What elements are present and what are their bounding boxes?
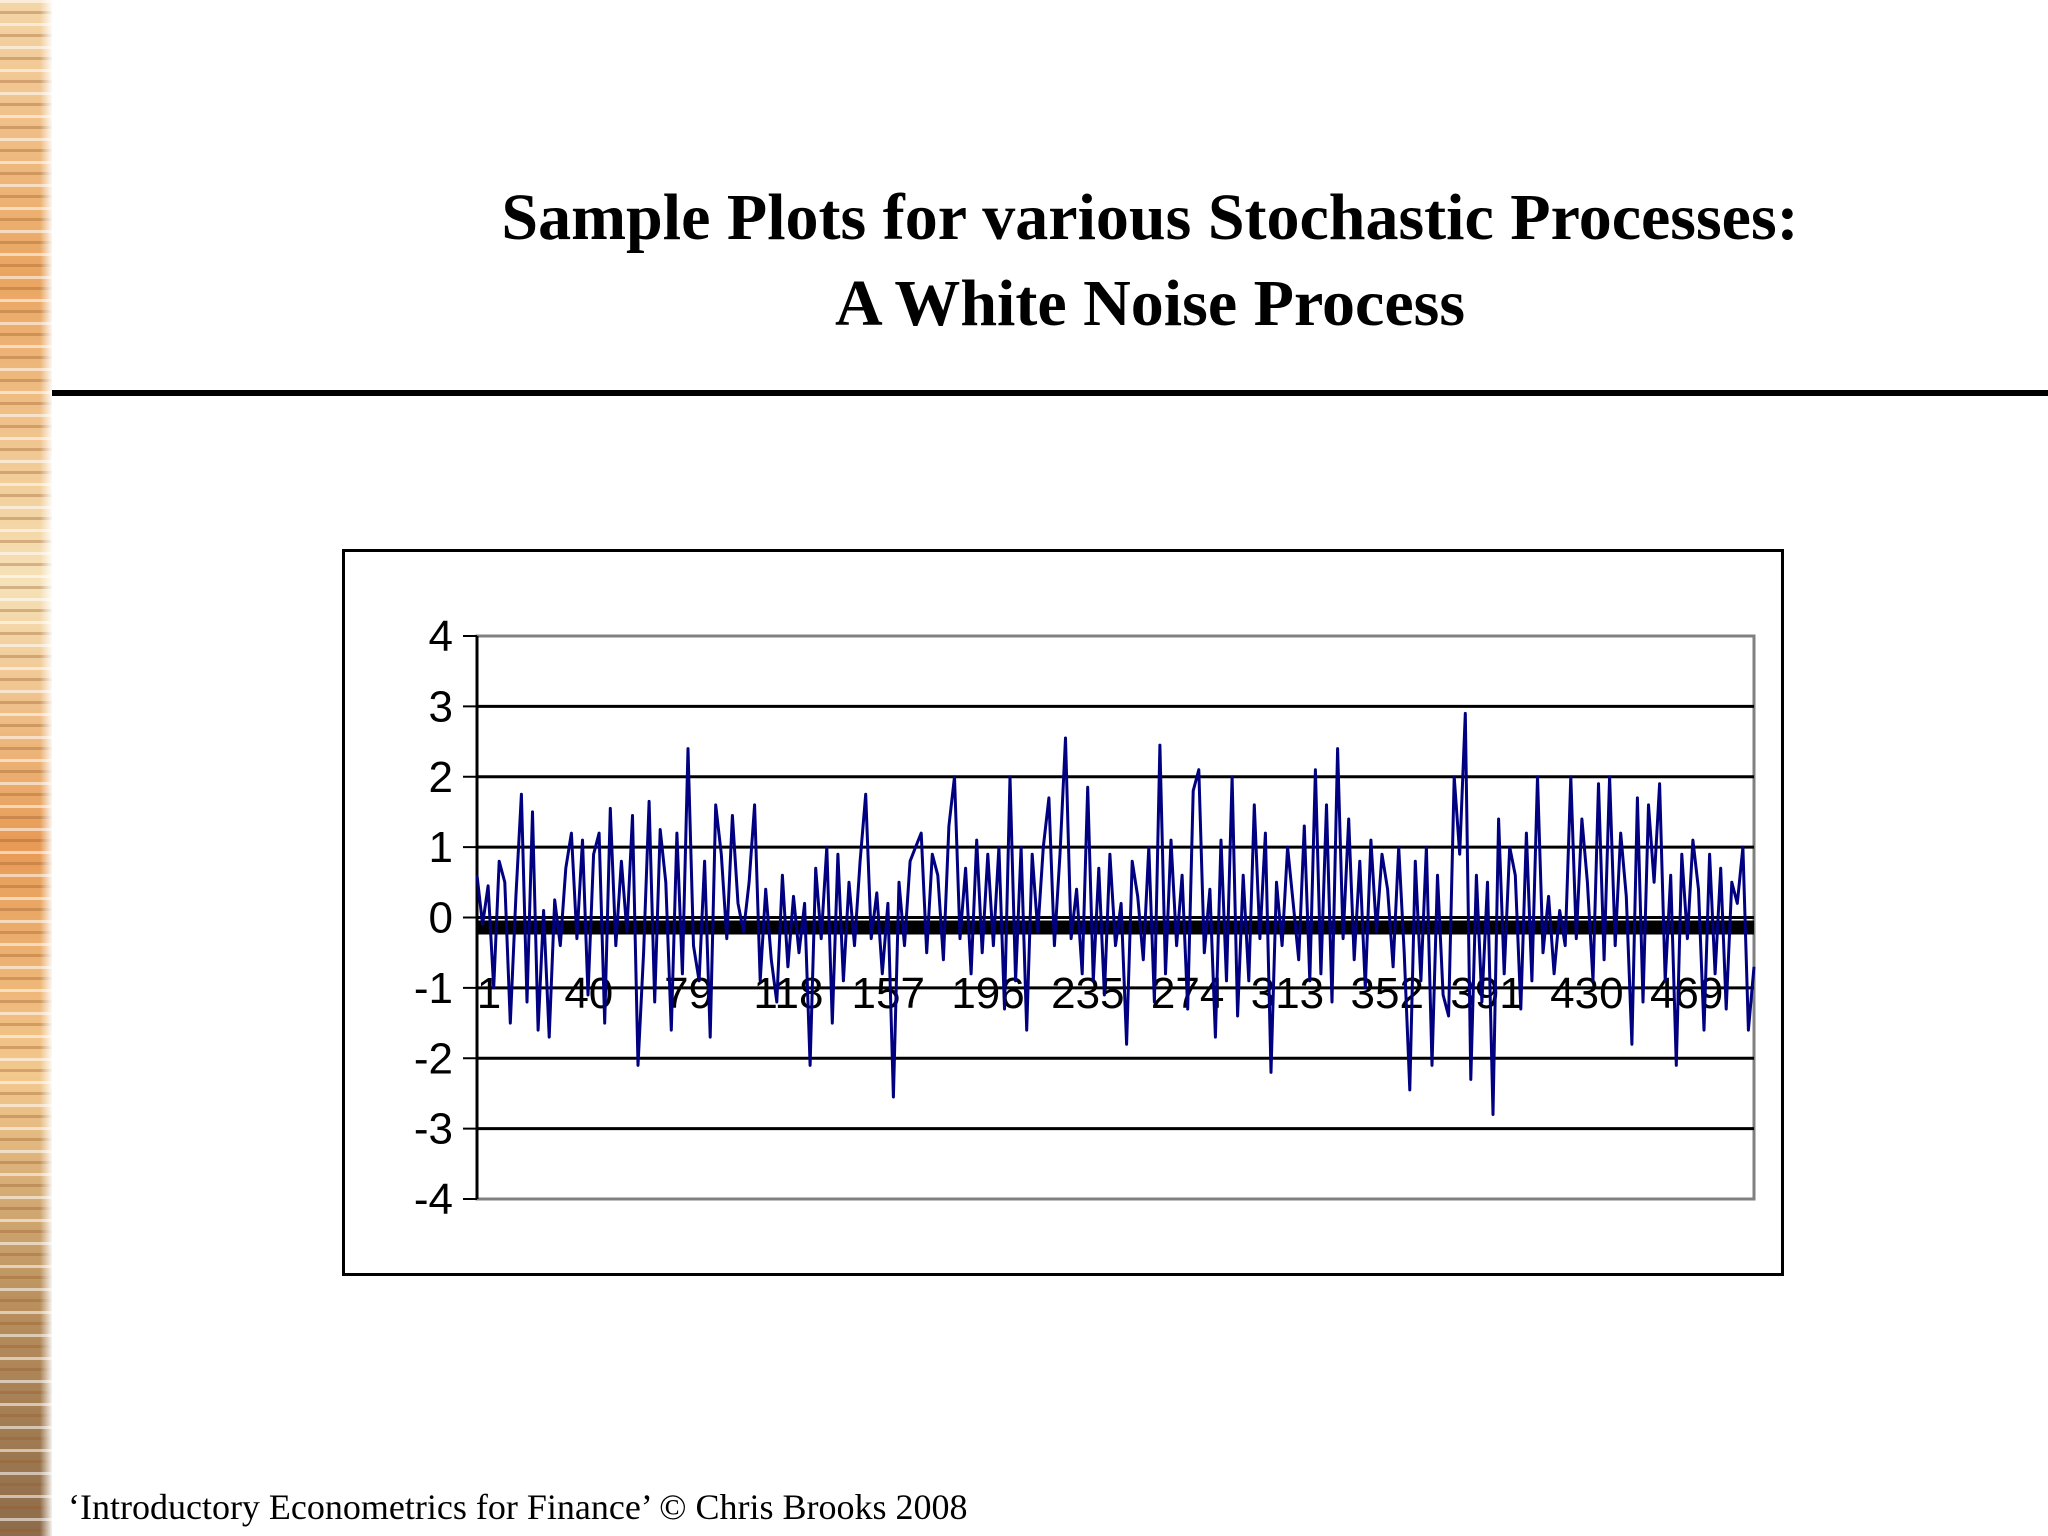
slide-footer: ‘Introductory Econometrics for Finance’ … bbox=[68, 1487, 968, 1527]
y-tick-label: -3 bbox=[414, 1105, 453, 1154]
y-tick-label: -2 bbox=[414, 1034, 453, 1083]
x-tick-label: 469 bbox=[1650, 969, 1723, 1018]
x-tick-label: 391 bbox=[1450, 969, 1523, 1018]
x-tick-label: 235 bbox=[1051, 969, 1124, 1018]
y-tick-label: 0 bbox=[429, 894, 453, 943]
x-tick-label: 313 bbox=[1251, 969, 1324, 1018]
slide-title-line-1: Sample Plots for various Stochastic Proc… bbox=[501, 181, 1799, 254]
x-tick-label: 430 bbox=[1550, 969, 1623, 1018]
y-tick-label: -4 bbox=[414, 1175, 453, 1224]
y-tick-label: 2 bbox=[429, 753, 453, 802]
x-tick-label: 157 bbox=[852, 969, 925, 1018]
chart-frame: 4 3 2 1 0 -1 -2 -3 -4 1 40 79 118 157 196 235 274 313 352 3… bbox=[342, 549, 1784, 1276]
x-tick-label: 196 bbox=[951, 969, 1024, 1018]
slide-title-line-2: A White Noise Process bbox=[835, 267, 1465, 340]
side-decoration-strip bbox=[0, 0, 52, 1536]
y-tick-label: 1 bbox=[429, 823, 453, 872]
y-tick-label: 4 bbox=[429, 612, 453, 661]
title-divider bbox=[52, 390, 2048, 396]
series-line bbox=[475, 711, 1756, 1116]
y-tick-label: -1 bbox=[414, 964, 453, 1013]
slide-title: Sample Plots for various Stochastic Proc… bbox=[330, 175, 1970, 347]
y-tick-label: 3 bbox=[429, 682, 453, 731]
x-tick-label: 1 bbox=[477, 969, 501, 1018]
